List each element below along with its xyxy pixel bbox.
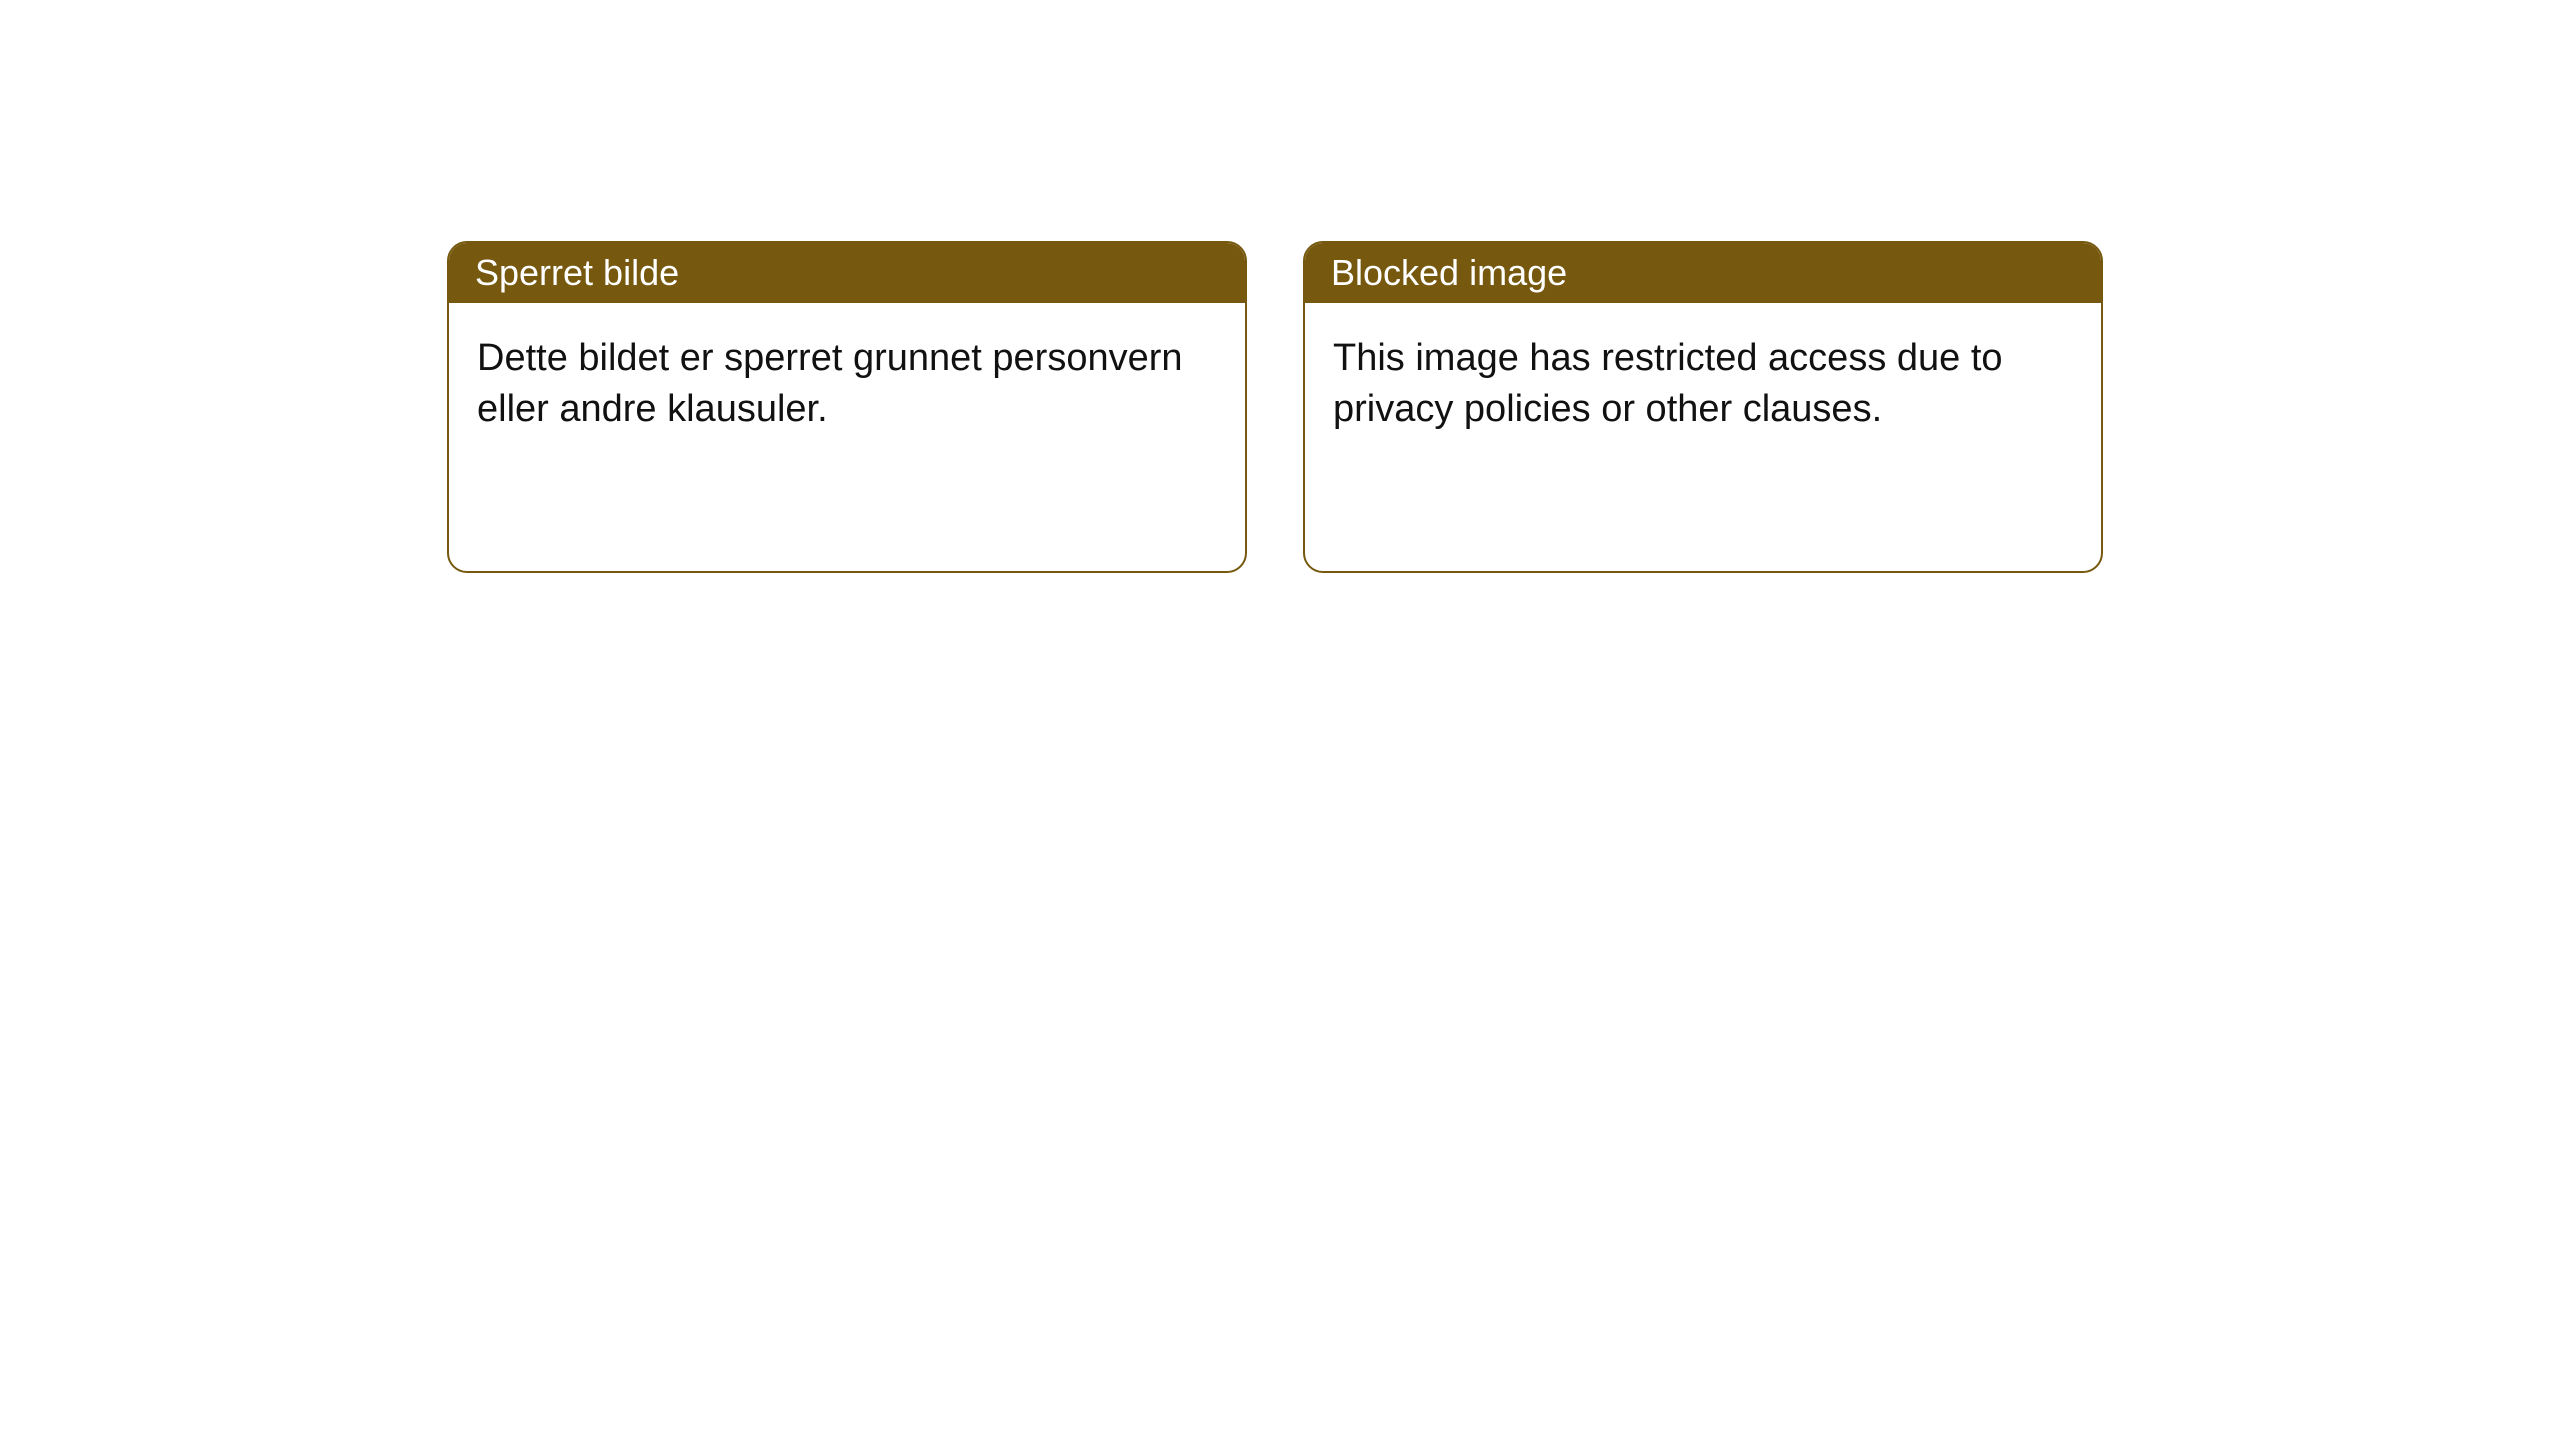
notice-cards-row: Sperret bilde Dette bildet er sperret gr… [447,241,2103,573]
card-body-no: Dette bildet er sperret grunnet personve… [449,303,1245,463]
page: Sperret bilde Dette bildet er sperret gr… [0,0,2560,1440]
card-header-no: Sperret bilde [449,243,1245,303]
blocked-image-card-en: Blocked image This image has restricted … [1303,241,2103,573]
blocked-image-card-no: Sperret bilde Dette bildet er sperret gr… [447,241,1247,573]
card-body-en: This image has restricted access due to … [1305,303,2101,463]
card-header-en: Blocked image [1305,243,2101,303]
